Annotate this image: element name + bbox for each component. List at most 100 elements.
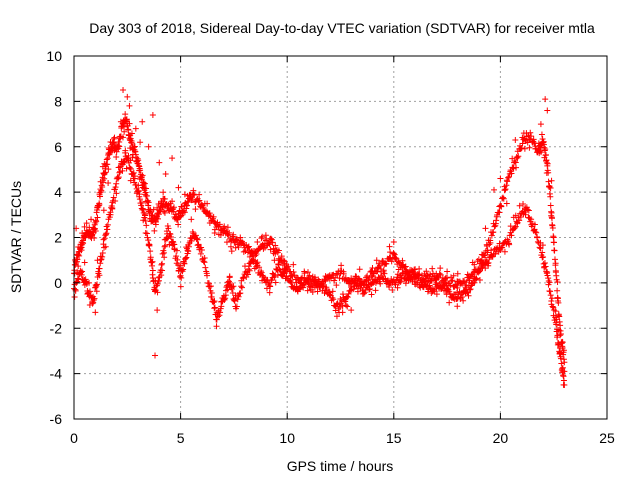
data-point: [102, 243, 109, 250]
data-point: [331, 277, 338, 284]
data-point: [549, 221, 556, 228]
data-point: [99, 183, 106, 190]
data-point: [143, 192, 150, 199]
data-point: [333, 313, 340, 320]
data-point: [178, 267, 185, 274]
data-point: [208, 290, 215, 297]
data-point: [508, 232, 515, 239]
data-point: [561, 359, 568, 366]
data-point: [96, 201, 103, 208]
data-point: [161, 243, 168, 250]
data-point: [337, 304, 344, 311]
data-point: [139, 206, 146, 213]
data-point: [319, 280, 326, 287]
data-point: [322, 273, 329, 280]
data-point: [104, 221, 111, 228]
data-point: [280, 257, 287, 264]
data-point: [552, 308, 559, 315]
data-point: [326, 289, 333, 296]
data-point: [105, 166, 112, 173]
data-point: [224, 279, 231, 286]
data-point: [224, 286, 231, 293]
data-point: [547, 292, 554, 299]
data-point: [516, 202, 523, 209]
data-point: [195, 241, 202, 248]
data-point: [373, 257, 380, 264]
data-point: [200, 205, 207, 212]
data-point: [501, 187, 508, 194]
data-point: [197, 250, 204, 257]
data-point: [401, 275, 408, 282]
data-point: [99, 179, 106, 186]
data-point: [78, 244, 85, 251]
data-point: [233, 303, 240, 310]
data-point: [339, 309, 346, 316]
data-point: [201, 254, 208, 261]
data-point: [542, 151, 549, 158]
data-point: [541, 260, 548, 267]
data-point: [138, 173, 145, 180]
data-point: [266, 282, 273, 289]
data-point: [83, 220, 90, 227]
data-point: [150, 206, 157, 213]
data-point: [204, 200, 211, 207]
data-point: [557, 345, 564, 352]
data-point: [493, 217, 500, 224]
data-point: [86, 301, 93, 308]
data-point: [113, 190, 120, 197]
data-point: [143, 230, 150, 237]
data-point: [200, 258, 207, 265]
data-point: [387, 249, 394, 256]
data-point: [334, 271, 341, 278]
data-point: [120, 159, 127, 166]
data-point: [177, 262, 184, 269]
data-point: [195, 198, 202, 205]
data-point: [511, 158, 518, 165]
data-point: [397, 278, 404, 285]
data-point: [238, 283, 245, 290]
data-point: [185, 248, 192, 255]
data-point: [104, 226, 111, 233]
data-point: [165, 225, 172, 232]
data-points: [71, 87, 568, 388]
data-point: [136, 196, 143, 203]
data-point: [188, 216, 195, 223]
data-point: [509, 155, 516, 162]
data-point: [320, 283, 327, 290]
data-point: [147, 248, 154, 255]
data-point: [161, 209, 168, 216]
data-point: [99, 253, 106, 260]
data-point: [360, 290, 367, 297]
data-point: [376, 262, 383, 269]
data-point: [92, 309, 99, 316]
data-point: [206, 210, 213, 217]
x-tick-label: 0: [70, 430, 78, 446]
data-point: [137, 167, 144, 174]
data-point: [192, 232, 199, 239]
data-point: [541, 264, 548, 271]
data-point: [553, 321, 560, 328]
data-point: [127, 157, 134, 164]
data-point: [91, 221, 98, 228]
data-point: [128, 130, 135, 137]
data-point: [272, 279, 279, 286]
data-point: [500, 195, 507, 202]
data-point: [414, 271, 421, 278]
data-point: [490, 229, 497, 236]
data-point: [561, 368, 568, 375]
data-point: [412, 266, 419, 273]
data-point: [330, 296, 337, 303]
data-point: [542, 263, 549, 270]
data-point: [283, 264, 290, 271]
data-point: [368, 291, 375, 298]
data-point: [515, 153, 522, 160]
data-point: [454, 270, 461, 277]
data-point: [555, 341, 562, 348]
data-point: [473, 275, 480, 282]
data-point: [227, 280, 234, 287]
data-point: [369, 265, 376, 272]
data-point: [226, 229, 233, 236]
data-point: [222, 295, 229, 302]
data-point: [188, 237, 195, 244]
